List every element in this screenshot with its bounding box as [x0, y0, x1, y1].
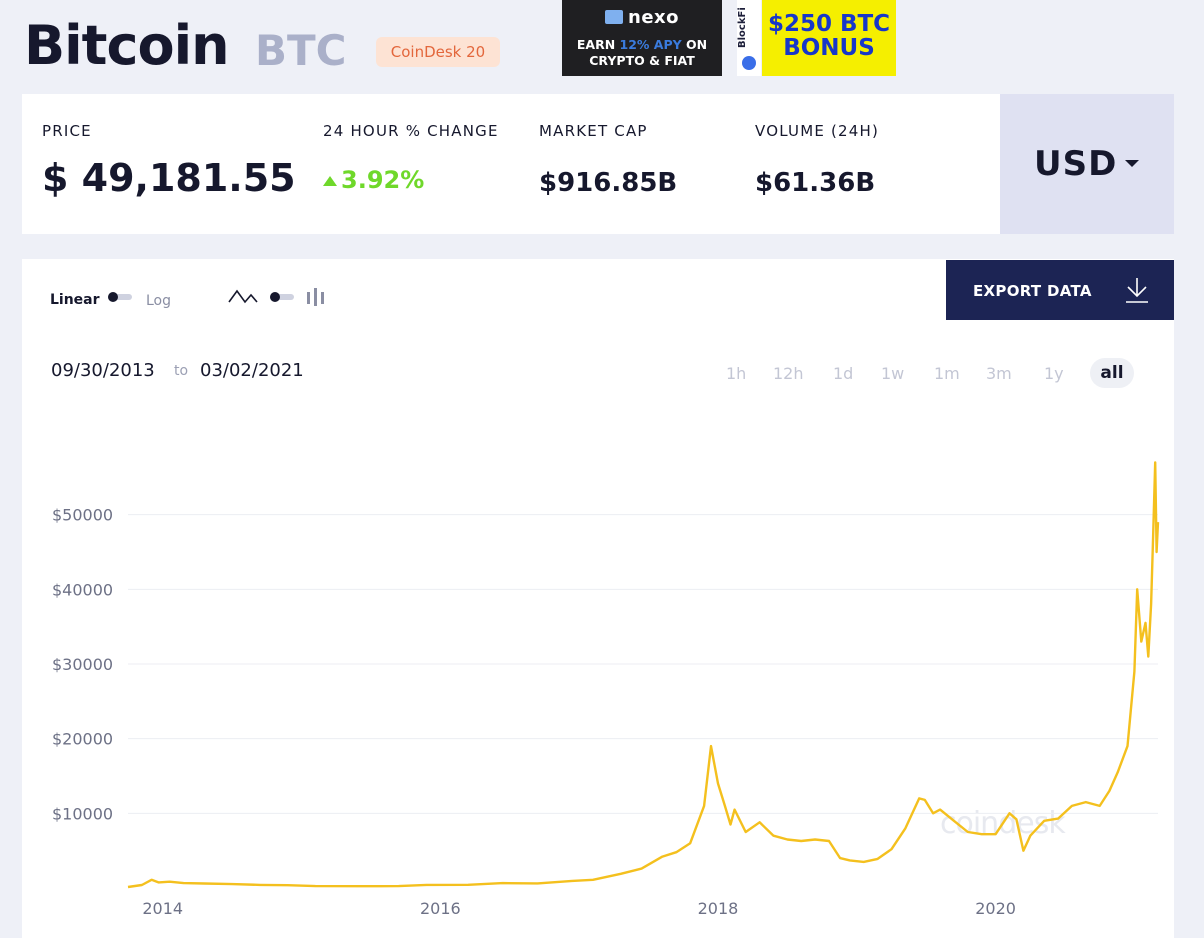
blockfi-ad-line2: BONUS — [783, 35, 875, 61]
price-label: PRICE — [42, 122, 92, 140]
nexo-ad-brand: nexo — [628, 7, 679, 28]
y-tick-label: $10000 — [52, 804, 113, 823]
change-value: 3.92% — [341, 166, 425, 194]
blockfi-logo-icon — [742, 56, 756, 70]
download-icon — [1126, 278, 1148, 303]
nexo-logo-icon — [605, 10, 623, 24]
x-tick-label: 2016 — [420, 899, 461, 918]
period-12h[interactable]: 12h — [773, 364, 804, 383]
marketcap-label: MARKET CAP — [539, 122, 648, 140]
log-scale-label[interactable]: Log — [146, 293, 172, 309]
period-1w[interactable]: 1w — [881, 364, 905, 383]
y-tick-label: $20000 — [52, 730, 113, 749]
volume-value: $61.36B — [755, 168, 876, 198]
linear-scale-label[interactable]: Linear — [50, 292, 100, 308]
blockfi-ad-line1: $250 BTC — [767, 11, 891, 37]
nexo-ad-line1: EARN 12% APY ON — [576, 37, 708, 52]
x-tick-label: 2018 — [698, 899, 739, 918]
stats-bar: PRICE $ 49,181.55 24 HOUR % CHANGE 3.92%… — [22, 94, 1000, 234]
y-tick-label: $30000 — [52, 655, 113, 674]
change-label: 24 HOUR % CHANGE — [323, 122, 499, 140]
x-tick-label: 2014 — [142, 899, 183, 918]
nexo-ad-banner[interactable]: nexo EARN 12% APY ON CRYPTO & FIAT — [562, 0, 722, 76]
y-tick-label: $40000 — [52, 580, 113, 599]
price-value: $ 49,181.55 — [42, 156, 296, 200]
export-data-button[interactable]: EXPORT DATA — [946, 260, 1174, 320]
period-1m[interactable]: 1m — [934, 364, 960, 383]
date-range-start[interactable]: 09/30/2013 — [51, 360, 155, 381]
nexo-ad-logo: nexo — [562, 7, 722, 28]
up-arrow-icon — [323, 176, 337, 186]
period-3m[interactable]: 3m — [986, 364, 1012, 383]
index-badge[interactable]: CoinDesk 20 — [376, 37, 500, 67]
chart-type-toggle-switch[interactable] — [270, 292, 294, 302]
date-range-connector: to — [174, 363, 189, 379]
price-line — [127, 461, 1160, 889]
change-value-wrap: 3.92% — [323, 166, 424, 194]
period-1h[interactable]: 1h — [726, 364, 747, 383]
period-1d[interactable]: 1d — [833, 364, 854, 383]
blockfi-ad-banner[interactable]: $250 BTC BONUS — [762, 0, 896, 76]
date-range-end[interactable]: 03/02/2021 — [200, 360, 304, 381]
y-tick-label: $50000 — [52, 506, 113, 525]
export-data-label: EXPORT DATA — [973, 282, 1092, 300]
chart-panel — [22, 259, 1174, 938]
blockfi-ad-side[interactable]: BlockFi — [737, 0, 761, 76]
currency-dropdown[interactable]: USD — [1000, 94, 1174, 234]
coin-symbol: BTC — [255, 26, 347, 75]
coin-name: Bitcoin — [24, 14, 230, 77]
marketcap-value: $916.85B — [539, 168, 678, 198]
period-1y[interactable]: 1y — [1044, 364, 1064, 383]
line-chart-icon[interactable] — [228, 288, 258, 306]
chevron-down-icon — [1125, 160, 1139, 167]
volume-label: VOLUME (24H) — [755, 122, 880, 140]
currency-selected: USD — [1034, 144, 1118, 184]
x-tick-label: 2020 — [975, 899, 1016, 918]
period-all[interactable]: all — [1090, 358, 1134, 388]
scale-toggle-switch[interactable] — [108, 292, 132, 302]
candlestick-icon[interactable] — [305, 286, 327, 308]
nexo-ad-line2: CRYPTO & FIAT — [589, 53, 695, 68]
